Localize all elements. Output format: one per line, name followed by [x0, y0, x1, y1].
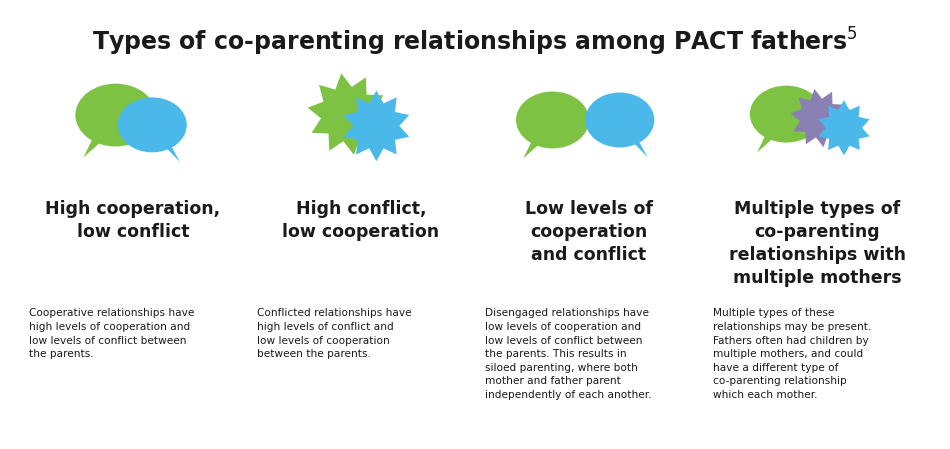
Polygon shape [818, 100, 869, 155]
Text: Multiple types of these
relationships may be present.
Fathers often had children: Multiple types of these relationships ma… [712, 308, 871, 400]
Polygon shape [523, 134, 547, 158]
Polygon shape [158, 139, 180, 162]
Polygon shape [308, 73, 388, 155]
Text: Low levels of
cooperation
and conflict: Low levels of cooperation and conflict [525, 200, 653, 264]
Ellipse shape [585, 92, 655, 147]
Ellipse shape [75, 84, 156, 146]
Text: High conflict,
low cooperation: High conflict, low cooperation [282, 200, 440, 242]
Polygon shape [757, 128, 781, 153]
Text: Types of co-parenting relationships among PACT fathers$^{5}$: Types of co-parenting relationships amon… [92, 25, 858, 57]
Ellipse shape [516, 92, 589, 149]
Text: Cooperative relationships have
high levels of cooperation and
low levels of conf: Cooperative relationships have high leve… [28, 308, 194, 359]
Ellipse shape [118, 97, 187, 152]
Text: Conflicted relationships have
high levels of conflict and
low levels of cooperat: Conflicted relationships have high level… [256, 308, 411, 359]
Text: High cooperation,
low conflict: High cooperation, low conflict [46, 200, 220, 242]
Polygon shape [790, 89, 847, 147]
Text: Disengaged relationships have
low levels of cooperation and
low levels of confli: Disengaged relationships have low levels… [484, 308, 651, 400]
Text: Multiple types of
co-parenting
relationships with
multiple mothers: Multiple types of co-parenting relations… [729, 200, 905, 287]
Polygon shape [344, 91, 409, 161]
Polygon shape [84, 131, 109, 158]
Polygon shape [625, 134, 647, 157]
Ellipse shape [750, 86, 823, 142]
